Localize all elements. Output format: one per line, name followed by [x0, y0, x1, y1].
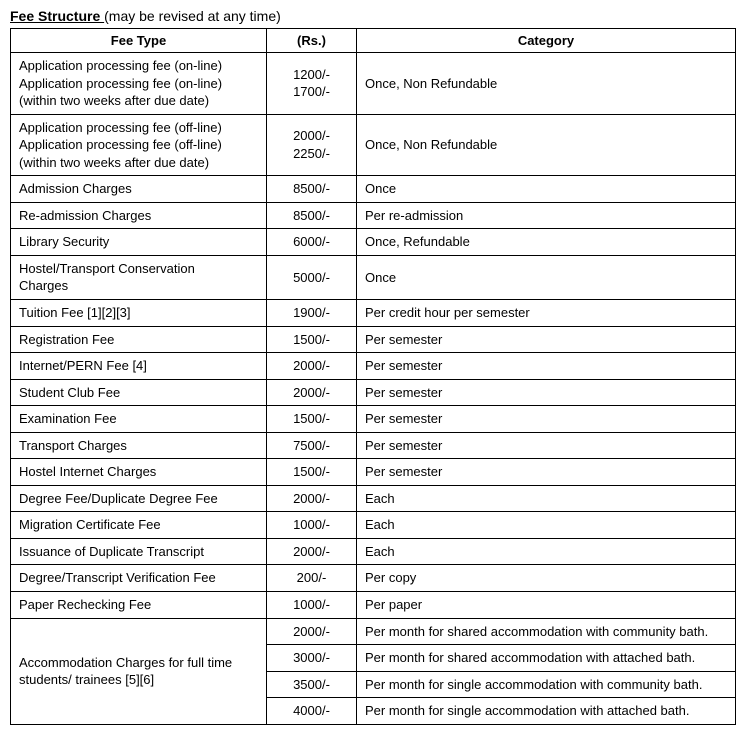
cell-category: Per semester — [357, 432, 736, 459]
cell-fee-type: Library Security — [11, 229, 267, 256]
cell-fee-type: Admission Charges — [11, 176, 267, 203]
table-row: Internet/PERN Fee [4]2000/-Per semester — [11, 353, 736, 380]
title-heading: Fee Structure — [10, 8, 104, 24]
cell-category: Per semester — [357, 406, 736, 433]
cell-category: Per copy — [357, 565, 736, 592]
table-row: Examination Fee1500/-Per semester — [11, 406, 736, 433]
table-row: Tuition Fee [1][2][3]1900/-Per credit ho… — [11, 300, 736, 327]
table-row: Application processing fee (on-line) App… — [11, 53, 736, 115]
table-row: Issuance of Duplicate Transcript2000/-Ea… — [11, 538, 736, 565]
cell-amount: 3500/- — [267, 671, 357, 698]
title-suffix: (may be revised at any time) — [104, 8, 281, 24]
cell-amount: 200/- — [267, 565, 357, 592]
cell-category: Each — [357, 538, 736, 565]
table-row: Migration Certificate Fee1000/-Each — [11, 512, 736, 539]
cell-fee-type: Re-admission Charges — [11, 202, 267, 229]
cell-amount: 7500/- — [267, 432, 357, 459]
cell-fee-type: Accommodation Charges for full time stud… — [11, 618, 267, 724]
cell-category: Each — [357, 512, 736, 539]
cell-category: Per semester — [357, 379, 736, 406]
cell-amount: 2000/- — [267, 379, 357, 406]
table-row: Accommodation Charges for full time stud… — [11, 618, 736, 645]
table-row: Paper Rechecking Fee1000/-Per paper — [11, 592, 736, 619]
table-row: Registration Fee1500/-Per semester — [11, 326, 736, 353]
cell-amount: 1500/- — [267, 459, 357, 486]
cell-category: Per semester — [357, 353, 736, 380]
cell-amount: 6000/- — [267, 229, 357, 256]
cell-amount: 2000/- — [267, 538, 357, 565]
cell-category: Per credit hour per semester — [357, 300, 736, 327]
table-row: Hostel Internet Charges1500/-Per semeste… — [11, 459, 736, 486]
cell-fee-type: Hostel Internet Charges — [11, 459, 267, 486]
cell-fee-type: Transport Charges — [11, 432, 267, 459]
table-row: Hostel/Transport Conservation Charges500… — [11, 255, 736, 299]
cell-fee-type: Student Club Fee — [11, 379, 267, 406]
cell-category: Each — [357, 485, 736, 512]
cell-fee-type: Degree/Transcript Verification Fee — [11, 565, 267, 592]
cell-category: Once, Non Refundable — [357, 114, 736, 176]
cell-amount: 2000/- — [267, 618, 357, 645]
table-row: Admission Charges8500/-Once — [11, 176, 736, 203]
cell-category: Once, Non Refundable — [357, 53, 736, 115]
cell-amount: 4000/- — [267, 698, 357, 725]
cell-amount: 1500/- — [267, 406, 357, 433]
cell-amount: 1000/- — [267, 512, 357, 539]
cell-amount: 1900/- — [267, 300, 357, 327]
cell-amount: 1500/- — [267, 326, 357, 353]
fee-table: Fee Type (Rs.) Category Application proc… — [10, 28, 736, 725]
cell-amount: 2000/- 2250/- — [267, 114, 357, 176]
cell-category: Per month for single accommodation with … — [357, 698, 736, 725]
cell-fee-type: Issuance of Duplicate Transcript — [11, 538, 267, 565]
cell-fee-type: Paper Rechecking Fee — [11, 592, 267, 619]
cell-category: Per month for shared accommodation with … — [357, 618, 736, 645]
cell-category: Once — [357, 176, 736, 203]
cell-category: Once — [357, 255, 736, 299]
cell-category: Per paper — [357, 592, 736, 619]
col-header-amount: (Rs.) — [267, 29, 357, 53]
cell-category: Per month for shared accommodation with … — [357, 645, 736, 672]
col-header-category: Category — [357, 29, 736, 53]
table-row: Degree/Transcript Verification Fee200/-P… — [11, 565, 736, 592]
cell-fee-type: Degree Fee/Duplicate Degree Fee — [11, 485, 267, 512]
cell-fee-type: Registration Fee — [11, 326, 267, 353]
table-row: Transport Charges7500/-Per semester — [11, 432, 736, 459]
col-header-type: Fee Type — [11, 29, 267, 53]
cell-category: Per month for single accommodation with … — [357, 671, 736, 698]
cell-fee-type: Application processing fee (on-line) App… — [11, 53, 267, 115]
cell-amount: 2000/- — [267, 353, 357, 380]
cell-amount: 8500/- — [267, 176, 357, 203]
cell-category: Per re-admission — [357, 202, 736, 229]
cell-fee-type: Hostel/Transport Conservation Charges — [11, 255, 267, 299]
table-row: Re-admission Charges8500/-Per re-admissi… — [11, 202, 736, 229]
cell-category: Per semester — [357, 326, 736, 353]
cell-category: Per semester — [357, 459, 736, 486]
page-title: Fee Structure (may be revised at any tim… — [10, 8, 736, 24]
cell-fee-type: Migration Certificate Fee — [11, 512, 267, 539]
cell-amount: 5000/- — [267, 255, 357, 299]
table-row: Library Security6000/-Once, Refundable — [11, 229, 736, 256]
cell-fee-type: Examination Fee — [11, 406, 267, 433]
table-header-row: Fee Type (Rs.) Category — [11, 29, 736, 53]
cell-fee-type: Application processing fee (off-line) Ap… — [11, 114, 267, 176]
cell-category: Once, Refundable — [357, 229, 736, 256]
cell-fee-type: Tuition Fee [1][2][3] — [11, 300, 267, 327]
cell-amount: 2000/- — [267, 485, 357, 512]
table-row: Degree Fee/Duplicate Degree Fee2000/-Eac… — [11, 485, 736, 512]
cell-amount: 3000/- — [267, 645, 357, 672]
cell-fee-type: Internet/PERN Fee [4] — [11, 353, 267, 380]
table-row: Application processing fee (off-line) Ap… — [11, 114, 736, 176]
table-row: Student Club Fee2000/-Per semester — [11, 379, 736, 406]
cell-amount: 1200/- 1700/- — [267, 53, 357, 115]
cell-amount: 1000/- — [267, 592, 357, 619]
cell-amount: 8500/- — [267, 202, 357, 229]
